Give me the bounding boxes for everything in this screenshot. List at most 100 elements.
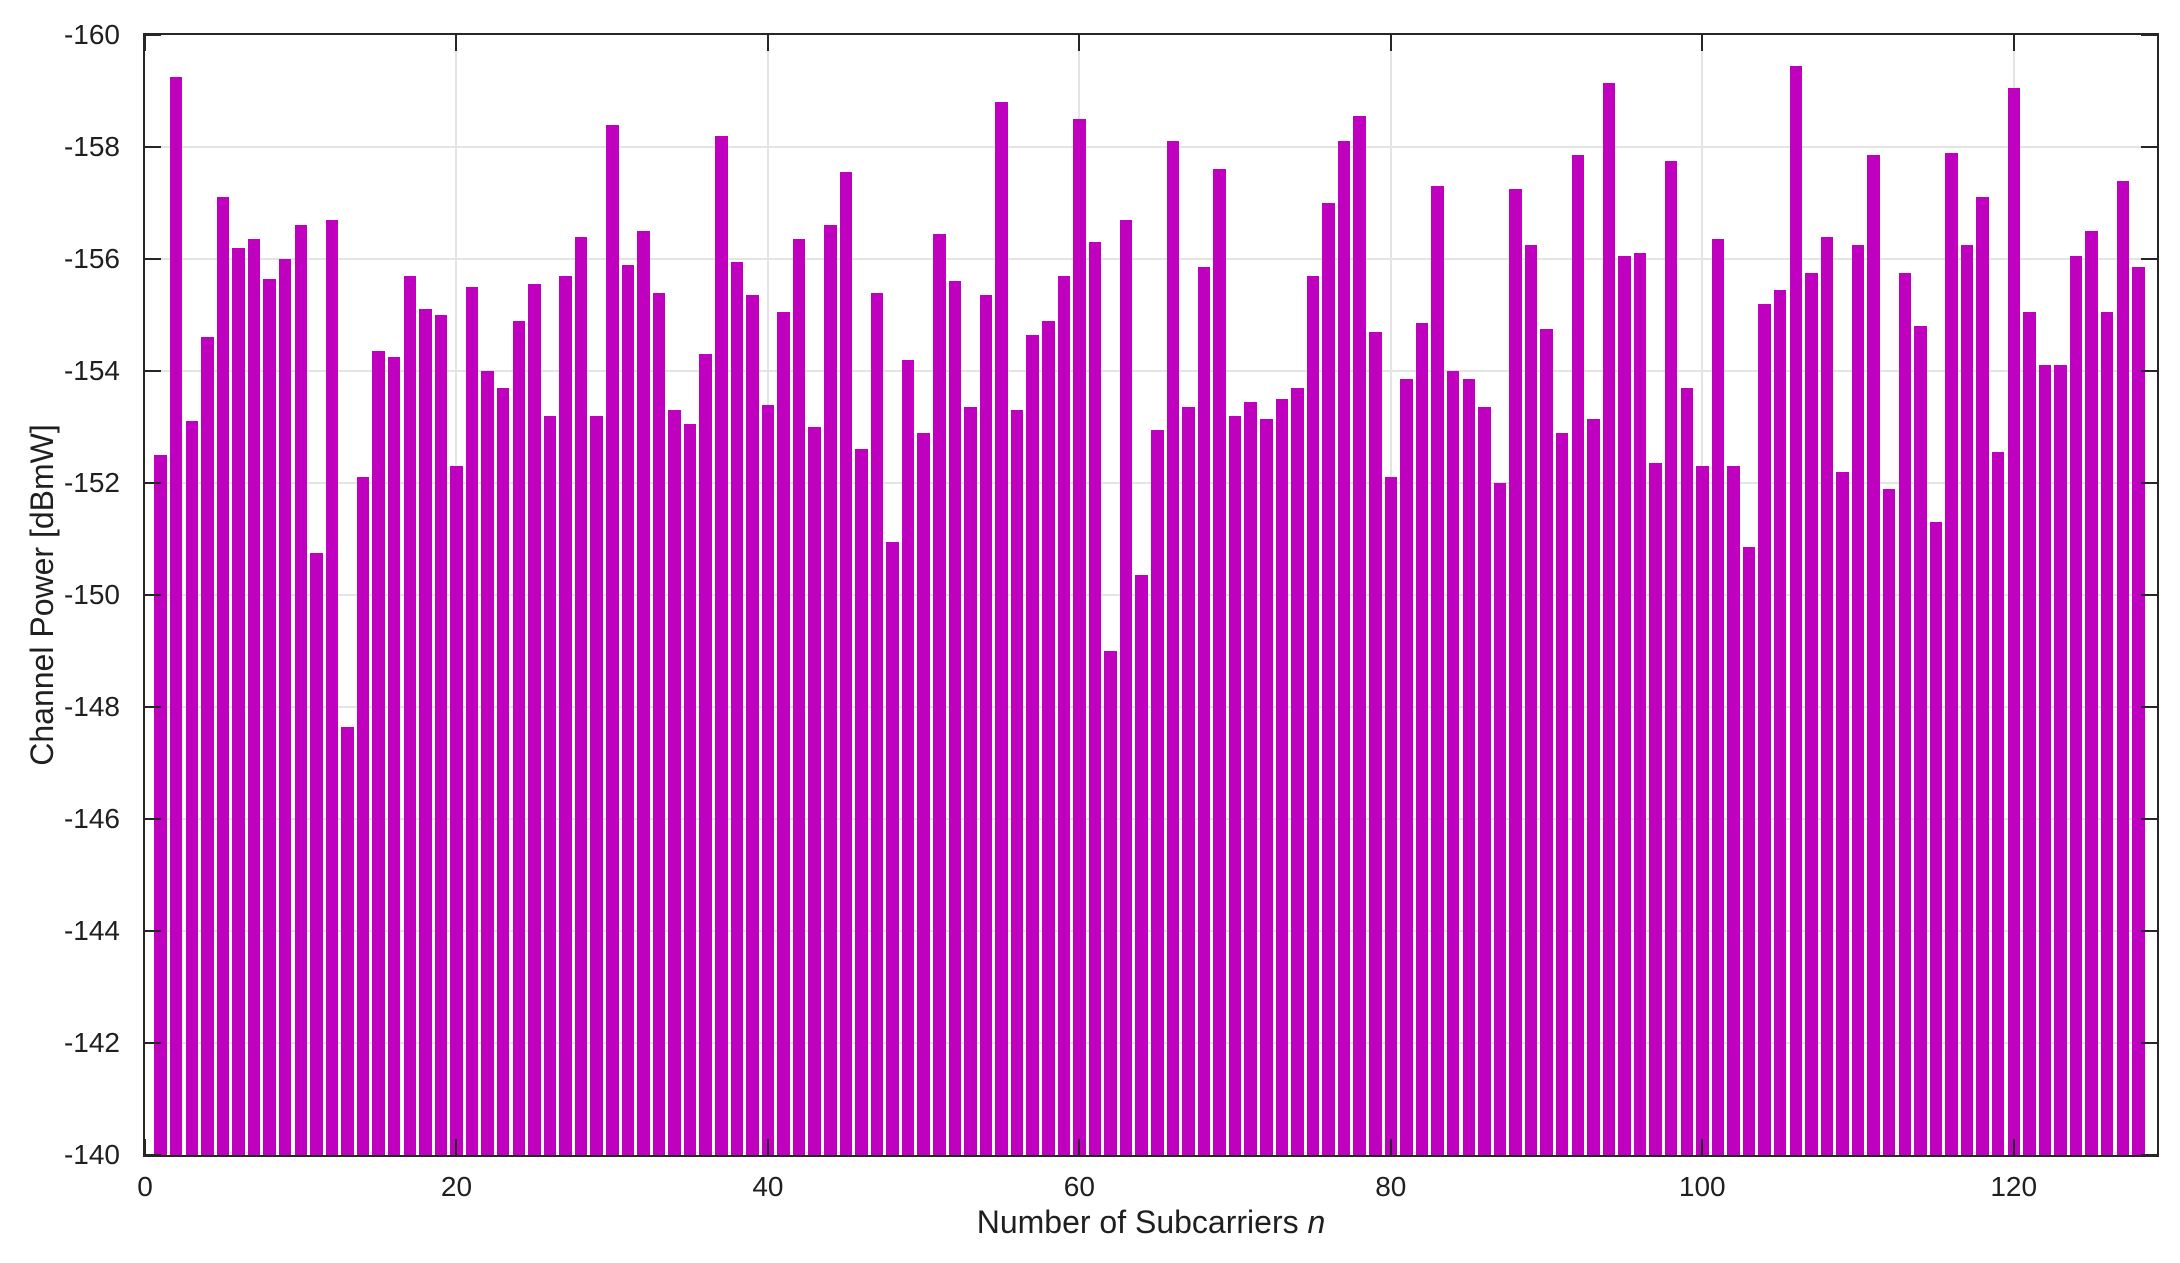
bar <box>1555 432 1569 1155</box>
y-tick-label: -154 <box>63 355 120 386</box>
bar <box>1789 65 1802 1155</box>
bar <box>1680 387 1693 1155</box>
y-tick <box>145 258 161 260</box>
x-tick-label: 0 <box>137 1171 153 1202</box>
bar <box>715 135 728 1155</box>
y-tick <box>145 930 161 932</box>
bar <box>419 309 432 1155</box>
bar <box>372 351 385 1155</box>
y-tick-label: -144 <box>63 915 120 946</box>
bar <box>792 239 806 1155</box>
bar <box>1228 415 1242 1155</box>
bar <box>995 102 1008 1155</box>
bar <box>232 247 245 1155</box>
x-tick-top <box>144 35 146 51</box>
h-gridline <box>145 370 2157 372</box>
x-tick-top <box>455 35 458 51</box>
y-tick-label: -156 <box>63 243 120 274</box>
x-tick <box>1389 1139 1392 1155</box>
bar <box>387 357 401 1155</box>
y-tick-right <box>2141 930 2157 932</box>
bar <box>2038 365 2052 1155</box>
y-tick <box>145 34 161 36</box>
bar <box>855 449 868 1155</box>
bar <box>543 415 557 1155</box>
bar <box>1711 239 1725 1155</box>
bar <box>1400 379 1413 1155</box>
bar <box>481 371 494 1155</box>
bar <box>808 427 821 1155</box>
bar <box>1042 320 1055 1155</box>
bar <box>1960 245 1974 1155</box>
x-tick-top <box>1701 35 1704 51</box>
y-tick <box>145 594 161 596</box>
bar <box>1415 323 1429 1155</box>
x-tick-label: 80 <box>1375 1171 1407 1202</box>
bar <box>1618 256 1631 1155</box>
bar <box>1057 275 1071 1155</box>
bar <box>1337 141 1351 1155</box>
bar <box>886 541 899 1155</box>
y-tick <box>145 146 161 148</box>
x-tick-label: 40 <box>752 1171 784 1202</box>
bar <box>1509 189 1522 1155</box>
bar <box>1649 463 1662 1155</box>
bar <box>1010 410 1024 1155</box>
bar <box>1727 466 1740 1155</box>
plot-area <box>143 33 2159 1157</box>
bar <box>1991 452 2005 1155</box>
y-tick <box>145 706 161 708</box>
bar <box>1851 245 1865 1155</box>
bar <box>1929 522 1943 1155</box>
bar <box>730 261 743 1155</box>
bar <box>559 275 572 1155</box>
bar <box>1493 483 1507 1155</box>
bar <box>933 233 946 1155</box>
bar <box>1088 242 1102 1155</box>
x-tick <box>2012 1139 2015 1155</box>
bar <box>1836 471 1849 1155</box>
h-gridline <box>145 146 2157 148</box>
bar <box>1026 334 1039 1155</box>
y-tick-right <box>2141 482 2157 484</box>
bar <box>606 124 619 1155</box>
bar <box>169 77 183 1155</box>
bar <box>870 292 884 1155</box>
bar <box>1478 407 1491 1155</box>
bar <box>777 312 790 1155</box>
y-tick-label: -160 <box>63 19 120 50</box>
x-tick-label: 100 <box>1678 1171 1726 1202</box>
bar <box>185 421 198 1155</box>
bar <box>746 295 759 1155</box>
x-tick <box>1078 1139 1081 1155</box>
bar <box>1166 141 1180 1155</box>
y-tick <box>145 818 161 820</box>
bar <box>1384 477 1398 1155</box>
y-tick-right <box>2141 258 2157 260</box>
bar <box>2132 267 2145 1155</box>
bar <box>1773 289 1787 1155</box>
bar <box>1820 236 1834 1155</box>
x-tick-top <box>2012 35 2015 51</box>
bar <box>2054 365 2067 1155</box>
bar <box>1587 418 1600 1155</box>
bar <box>668 410 681 1155</box>
y-tick-label: -148 <box>63 691 120 722</box>
x-tick <box>144 1139 146 1155</box>
bar <box>1633 253 1647 1155</box>
bar <box>1291 387 1304 1155</box>
bar <box>528 284 541 1155</box>
y-tick-label: -158 <box>63 131 120 162</box>
bar <box>278 259 292 1155</box>
bar <box>247 239 261 1155</box>
h-gridline <box>145 258 2157 260</box>
y-tick-right <box>2141 594 2157 596</box>
x-tick-label: 60 <box>1063 1171 1095 1202</box>
bar <box>901 359 915 1155</box>
bar <box>496 387 510 1155</box>
bar <box>1446 371 1460 1155</box>
bar <box>1306 275 1320 1155</box>
y-tick-right <box>2141 1042 2157 1044</box>
bar <box>325 219 339 1155</box>
bar <box>699 354 712 1155</box>
